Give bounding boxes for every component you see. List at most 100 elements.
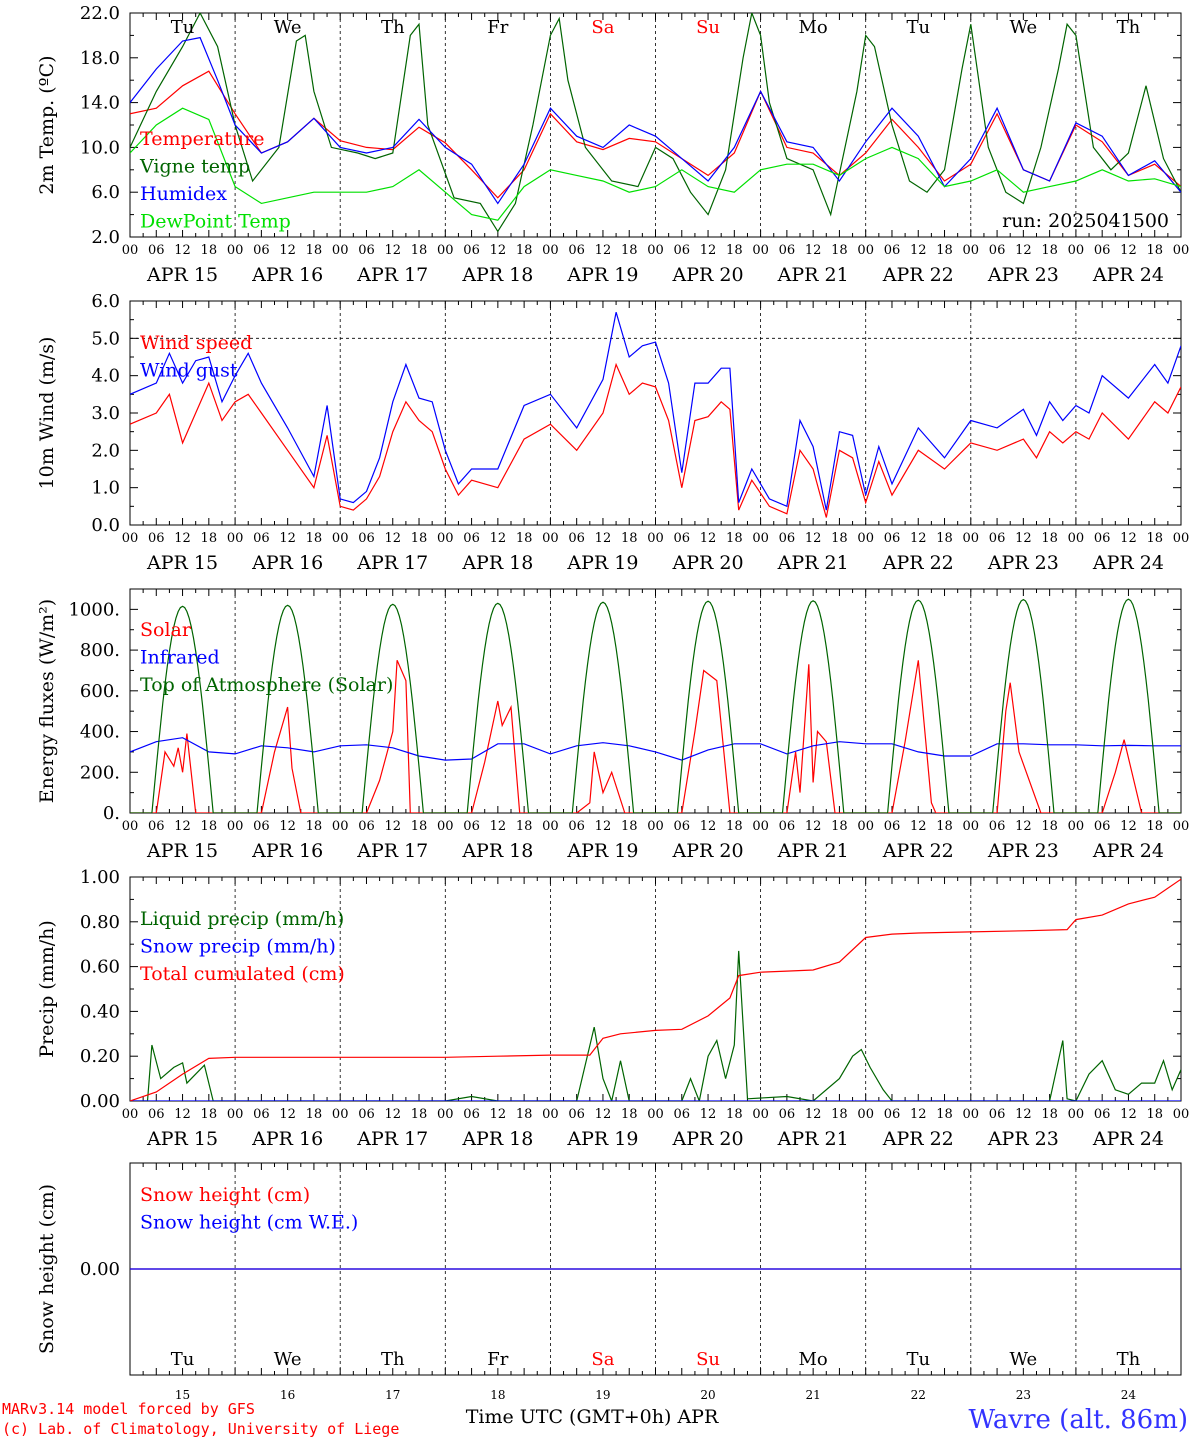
date-label: APR 18: [461, 264, 533, 286]
hour-tick-label: 18: [306, 1107, 323, 1122]
hour-tick-label: 06: [674, 1107, 691, 1122]
hour-tick-label: 06: [148, 531, 165, 546]
weekday-label: Sa: [591, 1349, 614, 1370]
hour-tick-label: 00: [542, 1107, 559, 1122]
hour-tick-label: 12: [384, 819, 401, 834]
date-label: APR 16: [251, 1128, 323, 1150]
hour-tick-label: 06: [884, 819, 901, 834]
x-axis-time-label: Time UTC (GMT+0h) APR: [466, 1406, 719, 1428]
y-tick-label: 0.60: [80, 957, 120, 978]
date-label: APR 19: [566, 1128, 638, 1150]
legend-entry: Snow height (cm W.E.): [140, 1212, 358, 1234]
weekday-label: Mo: [799, 1349, 828, 1370]
y-tick-label: 4.0: [91, 366, 120, 387]
legend-entry: Infrared: [140, 647, 220, 669]
hour-tick-label: 06: [779, 819, 796, 834]
weekday-label: We: [1010, 1349, 1038, 1370]
y-tick-label: 18.0: [80, 48, 120, 69]
date-label: APR 20: [672, 1128, 744, 1150]
hour-tick-label: 06: [779, 1107, 796, 1122]
date-label: APR 17: [356, 1128, 428, 1150]
hour-tick-label: 06: [463, 531, 480, 546]
day-number-label: 22: [911, 1388, 926, 1402]
hour-tick-label: 06: [568, 531, 585, 546]
hour-tick-label: 12: [384, 243, 401, 258]
hour-tick-label: 00: [1068, 243, 1085, 258]
hour-tick-label: 00: [857, 819, 874, 834]
hour-tick-label: 06: [568, 243, 585, 258]
hour-tick-label: 12: [384, 1107, 401, 1122]
hour-tick-label: 12: [805, 1107, 822, 1122]
hour-tick-label: 00: [332, 531, 349, 546]
legend-entry: Total cumulated (cm): [140, 963, 345, 985]
hour-tick-label: 06: [1094, 531, 1111, 546]
hour-tick-label: 18: [1146, 1107, 1163, 1122]
hour-tick-label: 12: [1015, 819, 1032, 834]
hour-tick-label: 18: [936, 531, 953, 546]
hour-tick-label: 12: [700, 1107, 717, 1122]
hour-tick-label: 00: [437, 1107, 454, 1122]
hour-tick-label: 12: [700, 243, 717, 258]
plot-frame: [129, 300, 1182, 526]
hour-tick-label: 18: [936, 1107, 953, 1122]
y-tick-label: 14.0: [80, 93, 120, 114]
legend-entry: Solar: [140, 619, 192, 641]
date-label: APR 24: [1092, 264, 1164, 286]
hour-tick-label: 00: [857, 531, 874, 546]
y-tick-label: 200.: [80, 762, 120, 783]
hour-tick-label: 00: [752, 243, 769, 258]
hour-tick-label: 12: [805, 531, 822, 546]
hour-tick-label: 00: [963, 243, 980, 258]
hour-tick-label: 12: [595, 243, 612, 258]
hour-tick-label: 00: [122, 243, 139, 258]
y-tick-label: 2.0: [91, 440, 120, 461]
hour-tick-label: 06: [884, 243, 901, 258]
hour-tick-label: 06: [1094, 243, 1111, 258]
hour-tick-label: 12: [910, 243, 927, 258]
hour-tick-label: 18: [1041, 1107, 1058, 1122]
hour-tick-label: 18: [306, 819, 323, 834]
y-tick-label: 10.0: [80, 137, 120, 158]
date-label: APR 15: [146, 840, 218, 862]
day-number-label: 24: [1121, 1388, 1137, 1402]
y-axis-label: Snow height (cm): [36, 1184, 58, 1354]
weekday-label: Sa: [591, 17, 614, 38]
hour-tick-label: 00: [752, 531, 769, 546]
hour-tick-label: 00: [963, 531, 980, 546]
legend-entry: Temperature: [140, 128, 264, 150]
y-tick-label: 1.00: [80, 867, 120, 888]
hour-tick-label: 00: [963, 1107, 980, 1122]
hour-tick-label: 00: [332, 1107, 349, 1122]
hour-tick-label: 18: [621, 1107, 638, 1122]
model-credit: MARv3.14 model forced by GFS: [2, 1400, 255, 1418]
y-tick-label: 2.0: [91, 227, 120, 248]
hour-tick-label: 18: [201, 531, 218, 546]
y-tick-label: 3.0: [91, 403, 120, 424]
hour-tick-label: 06: [884, 531, 901, 546]
hour-tick-label: 06: [989, 531, 1006, 546]
hour-tick-label: 06: [253, 1107, 270, 1122]
hour-tick-label: 00: [1068, 819, 1085, 834]
date-label: APR 22: [882, 840, 954, 862]
hour-tick-label: 12: [174, 819, 191, 834]
y-tick-label: 0.: [103, 803, 120, 824]
series-line-wind-speed: [130, 362, 1181, 518]
hour-tick-label: 00: [1173, 243, 1190, 258]
hour-tick-label: 00: [1173, 531, 1190, 546]
hour-tick-label: 18: [831, 531, 848, 546]
series-line-vigne-temp: [130, 13, 1181, 233]
hour-tick-label: 18: [516, 531, 533, 546]
hour-tick-label: 18: [726, 1107, 743, 1122]
hour-tick-label: 00: [437, 531, 454, 546]
hour-tick-label: 06: [148, 1107, 165, 1122]
date-label: APR 21: [777, 840, 849, 862]
hour-tick-label: 18: [726, 819, 743, 834]
hour-tick-label: 18: [831, 819, 848, 834]
panel-2: 0.0 1.0 2.0 3.0 4.0 5.0 6.0 10m Wind (m/s) Wind …: [36, 291, 1189, 574]
hour-tick-label: 00: [752, 1107, 769, 1122]
hour-tick-label: 12: [1120, 243, 1137, 258]
hour-tick-label: 12: [384, 531, 401, 546]
hour-tick-label: 12: [700, 819, 717, 834]
series-line-humidex: [130, 36, 1181, 205]
hour-tick-label: 12: [490, 531, 507, 546]
